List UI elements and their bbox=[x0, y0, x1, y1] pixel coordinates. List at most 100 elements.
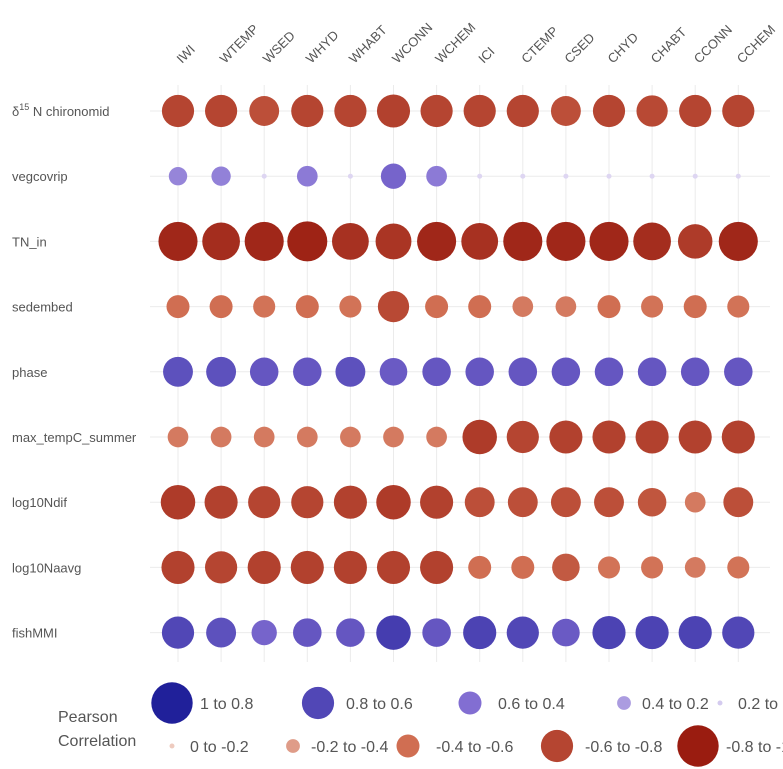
correlation-bubble bbox=[468, 555, 492, 579]
correlation-bubble bbox=[248, 486, 281, 519]
y-tick-label: phase bbox=[12, 365, 47, 380]
legend-label: -0.2 to -0.4 bbox=[311, 739, 388, 756]
correlation-bubble bbox=[727, 295, 750, 318]
x-tick-label: CHABT bbox=[648, 24, 690, 66]
correlation-bubble bbox=[290, 550, 324, 584]
legend-label: -0.6 to -0.8 bbox=[585, 739, 662, 756]
correlation-bubble bbox=[253, 426, 275, 448]
correlation-bubble bbox=[563, 173, 569, 179]
correlation-bubble bbox=[520, 173, 526, 179]
correlation-bubble bbox=[376, 484, 411, 520]
grid-lines bbox=[150, 85, 770, 662]
correlation-bubble bbox=[649, 173, 655, 179]
correlation-bubble bbox=[552, 618, 580, 647]
legend-label: 1 to 0.8 bbox=[200, 696, 253, 713]
correlation-bubble bbox=[633, 222, 671, 261]
correlation-bubble bbox=[295, 295, 319, 319]
correlation-bubble bbox=[597, 295, 621, 319]
x-tick-label: CHYD bbox=[605, 29, 642, 66]
legend-label: -0.4 to -0.6 bbox=[436, 739, 513, 756]
correlation-bubble bbox=[551, 357, 581, 387]
correlation-bubble bbox=[376, 615, 411, 650]
legend-label: 0.6 to 0.4 bbox=[498, 696, 565, 713]
correlation-bubble bbox=[506, 420, 539, 454]
correlation-bubble bbox=[377, 290, 410, 323]
correlation-bubble bbox=[606, 173, 612, 179]
correlation-bubble bbox=[336, 618, 365, 647]
correlation-bubble bbox=[477, 173, 483, 179]
y-tick-label: log10Naavg bbox=[12, 560, 81, 575]
correlation-bubble bbox=[158, 221, 198, 261]
correlation-bubble bbox=[594, 357, 624, 387]
correlation-bubble bbox=[335, 356, 366, 387]
correlation-bubble bbox=[422, 357, 451, 387]
correlation-bubble bbox=[340, 426, 361, 448]
correlation-bubble bbox=[206, 617, 237, 648]
legend-label: 0.8 to 0.6 bbox=[346, 696, 413, 713]
correlation-bubble bbox=[512, 296, 534, 317]
correlation-bubble bbox=[334, 94, 367, 128]
correlation-bubble bbox=[293, 357, 322, 387]
correlation-bubble bbox=[426, 426, 447, 448]
legend-label: 0.4 to 0.2 bbox=[642, 696, 709, 713]
correlation-bubble bbox=[679, 94, 712, 128]
correlation-bubble bbox=[463, 94, 496, 128]
correlation-bubble bbox=[167, 426, 189, 448]
correlation-bubble bbox=[166, 295, 190, 319]
legend-swatch bbox=[717, 700, 723, 706]
legend-swatch bbox=[169, 743, 175, 749]
correlation-bubble bbox=[296, 426, 318, 448]
legend-label: 0 to -0.2 bbox=[190, 739, 249, 756]
y-tick-label: vegcovrip bbox=[12, 169, 68, 184]
correlation-bubble bbox=[722, 94, 755, 128]
correlation-bubble bbox=[464, 487, 495, 518]
correlation-bubble bbox=[592, 94, 626, 128]
correlation-bubble bbox=[247, 550, 281, 584]
x-tick-label: ICI bbox=[475, 44, 497, 66]
correlation-bubble bbox=[462, 419, 497, 455]
correlation-bubble bbox=[420, 550, 454, 584]
legend-swatch bbox=[301, 686, 335, 720]
correlation-bubble bbox=[422, 618, 451, 647]
correlation-bubble bbox=[550, 96, 581, 126]
correlation-bubble bbox=[261, 173, 267, 179]
x-tick-label: CTEMP bbox=[518, 23, 561, 66]
correlation-bubble bbox=[205, 94, 238, 128]
x-tick-label: CCHEM bbox=[734, 22, 778, 66]
correlation-bubble bbox=[635, 420, 669, 454]
correlation-bubble bbox=[426, 165, 447, 187]
legend-label: -0.8 to -1 bbox=[726, 739, 783, 756]
legend-label: 0.2 to 0 bbox=[738, 696, 783, 713]
y-tick-label: fishMMI bbox=[12, 626, 58, 641]
correlation-bubble bbox=[339, 295, 362, 318]
correlation-bubble bbox=[347, 173, 353, 179]
correlation-bubble bbox=[210, 426, 232, 448]
correlation-bubble bbox=[333, 485, 367, 519]
correlation-bubble bbox=[684, 557, 706, 578]
legend-swatch bbox=[151, 682, 193, 724]
correlation-bubble bbox=[677, 224, 713, 259]
y-axis-labels: δ15 N chironomid vegcovrip TN_in sedembed ph… bbox=[12, 102, 137, 641]
correlation-bubble bbox=[206, 356, 237, 387]
correlation-bubble bbox=[168, 167, 188, 186]
correlation-bubble bbox=[205, 551, 238, 584]
correlation-bubble bbox=[597, 556, 621, 579]
correlation-bubble bbox=[637, 487, 667, 517]
correlation-bubble bbox=[287, 221, 328, 262]
legend-title-line2: Correlation bbox=[58, 733, 136, 750]
correlation-bubble bbox=[161, 550, 195, 584]
correlation-bubble bbox=[296, 165, 318, 187]
correlation-bubble bbox=[683, 295, 707, 319]
correlation-bubble bbox=[680, 357, 710, 387]
y-tick-label: sedembed bbox=[12, 300, 73, 315]
correlation-bubble bbox=[380, 163, 407, 189]
x-tick-label: WHABT bbox=[346, 22, 390, 66]
correlation-bubble bbox=[546, 221, 586, 261]
legend-swatch bbox=[286, 739, 300, 753]
correlation-bubble bbox=[506, 616, 539, 649]
x-tick-label: CSED bbox=[561, 30, 597, 66]
correlation-bubble bbox=[684, 491, 706, 513]
correlation-bubble bbox=[678, 616, 712, 650]
